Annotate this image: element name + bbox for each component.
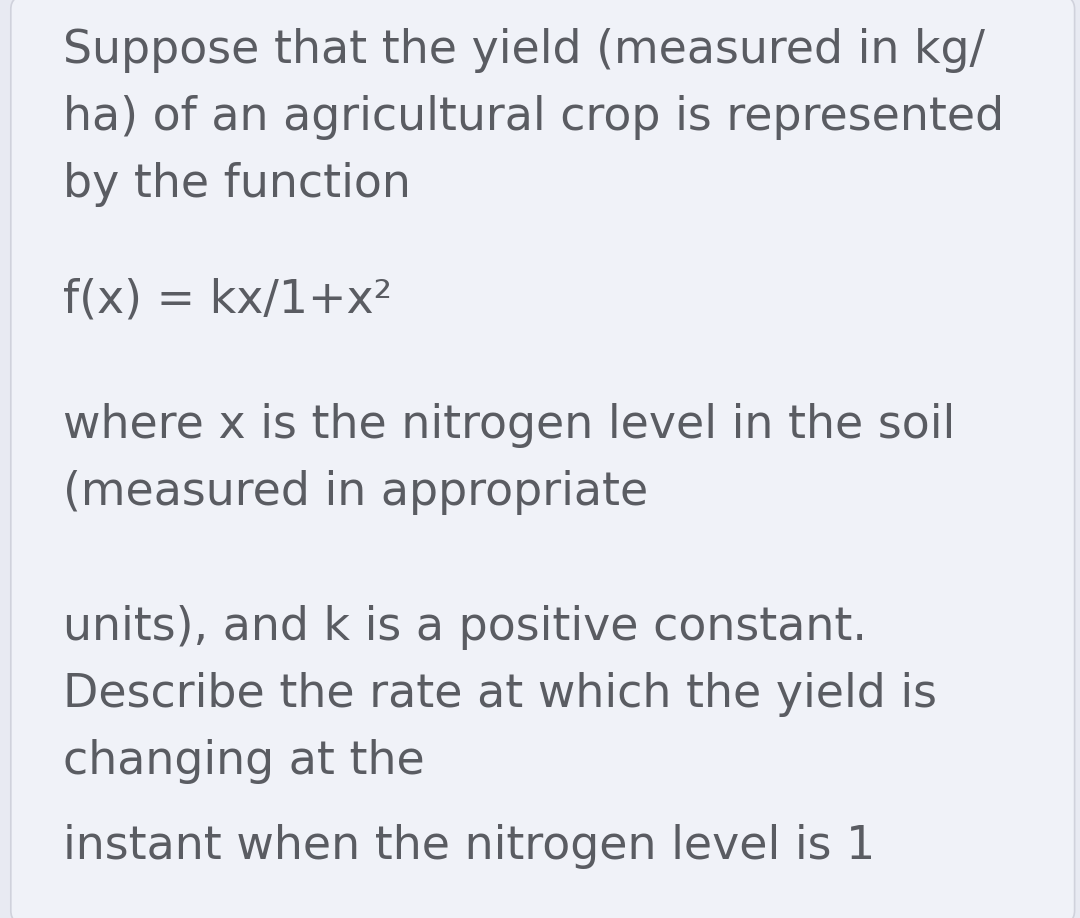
Text: where x is the nitrogen level in the soil: where x is the nitrogen level in the soi…	[63, 403, 955, 449]
Text: (measured in appropriate: (measured in appropriate	[63, 470, 648, 516]
Text: units), and k is a positive constant.: units), and k is a positive constant.	[63, 605, 866, 651]
Text: Describe the rate at which the yield is: Describe the rate at which the yield is	[63, 672, 936, 718]
Text: instant when the nitrogen level is 1: instant when the nitrogen level is 1	[63, 823, 875, 869]
Text: f(x) = kx/1+x²: f(x) = kx/1+x²	[63, 277, 392, 323]
Text: Suppose that the yield (measured in kg/: Suppose that the yield (measured in kg/	[63, 28, 985, 73]
Text: changing at the: changing at the	[63, 739, 424, 785]
Text: by the function: by the function	[63, 162, 410, 207]
Text: ha) of an agricultural crop is represented: ha) of an agricultural crop is represent…	[63, 95, 1003, 140]
